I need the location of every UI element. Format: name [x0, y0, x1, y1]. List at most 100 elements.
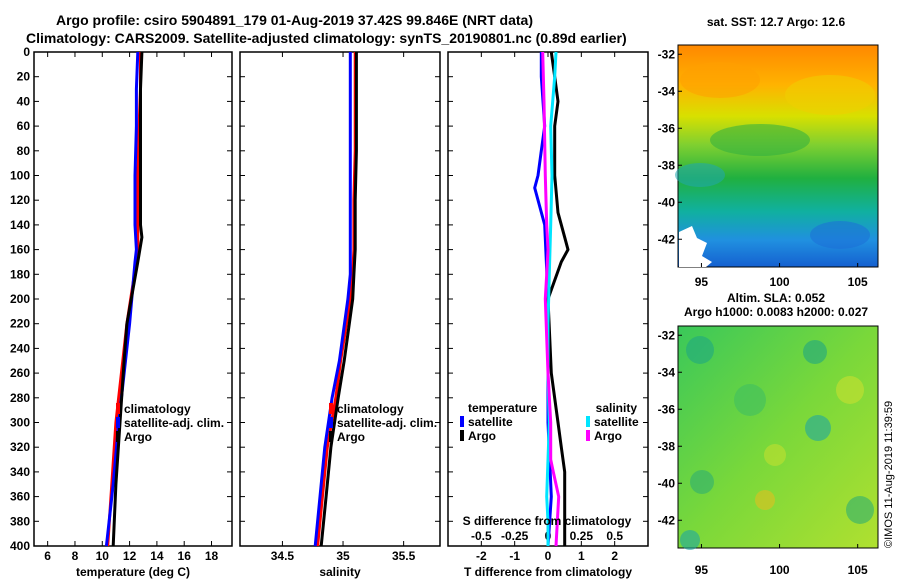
- sla_map-xtick-label: 105: [848, 563, 868, 577]
- salinity-legend-1-label: satellite-adj. clim.: [337, 416, 437, 430]
- salinity-line-satellite-adj-clim-: [313, 52, 352, 547]
- difference-legend-s-0-label: satellite: [594, 415, 639, 429]
- sla_map-ytick-label: -38: [658, 439, 676, 453]
- sst_map-ytick-label: -34: [658, 84, 676, 98]
- temperature-xtick-label: 14: [150, 549, 164, 563]
- depth-tick-label: 320: [10, 440, 30, 454]
- sla_map-ytick-label: -40: [658, 476, 676, 490]
- depth-tick-label: 280: [10, 391, 30, 405]
- difference-xtick-label: -1: [509, 549, 520, 563]
- salinity-panel: 34.5 35 35.5 salinity climatologysatellite-a…: [239, 51, 441, 579]
- temperature-xtick-label: 8: [72, 549, 79, 563]
- sla_map-ytick-label: -32: [658, 328, 676, 342]
- credit-text: ©IMOS 11-Aug-2019 11:39:59: [883, 401, 895, 548]
- sla_map-ytick-label: -34: [658, 365, 676, 379]
- temperature-xtick-label: 18: [205, 549, 219, 563]
- sst-land-mask: [679, 226, 712, 267]
- difference-legend-t-1-swatch: [460, 430, 464, 441]
- difference-xtick-label: 2: [611, 549, 618, 563]
- depth-tick-label: 160: [10, 243, 30, 257]
- difference-line-s-argo: [541, 51, 561, 547]
- temperature-legend-0-label: climatology: [124, 402, 191, 416]
- sst_map-xtick-label: 105: [848, 275, 868, 289]
- temperature-xtick-label: 16: [178, 549, 192, 563]
- salinity-frame: [239, 51, 441, 547]
- sla-map-panel: Altim. SLA: 0.052 Argo h1000: 0.0083 h20…: [658, 291, 879, 577]
- sst-map-title: sat. SST: 12.7 Argo: 12.6: [707, 15, 846, 29]
- sst_map-ytick-label: -36: [658, 121, 676, 135]
- depth-tick-label: 360: [10, 490, 30, 504]
- temperature-xtick-label: 12: [123, 549, 137, 563]
- salinity-xtick-label: 35.5: [392, 549, 416, 563]
- salinity-xtick-label: 35: [336, 549, 350, 563]
- difference-legend-t-0-label: satellite: [468, 415, 513, 429]
- temperature-xlabel: temperature (deg C): [76, 565, 190, 579]
- salinity-xlabel: salinity: [319, 565, 361, 579]
- sla_map-ytick-label: -36: [658, 402, 676, 416]
- salinity-legend-0-label: climatology: [337, 402, 404, 416]
- difference-legend-t-heading: temperature: [468, 401, 538, 415]
- salinity-xtick-label: 34.5: [271, 549, 295, 563]
- depth-tick-label: 340: [10, 465, 30, 479]
- sla-map-title-1: Altim. SLA: 0.052: [727, 291, 825, 305]
- depth-tick-label: 0: [23, 45, 30, 59]
- figure-subtitle: Climatology: CARS2009. Satellite-adjuste…: [26, 30, 627, 46]
- depth-tick-label: 140: [10, 218, 30, 232]
- temperature-legend-1-label: satellite-adj. clim.: [124, 416, 224, 430]
- depth-tick-label: 260: [10, 366, 30, 380]
- figure-title: Argo profile: csiro 5904891_179 01-Aug-2…: [56, 12, 533, 28]
- difference-legend-t-1-label: Argo: [468, 429, 496, 443]
- depth-tick-label: 20: [17, 70, 31, 84]
- sla_map-xtick-label: 100: [770, 563, 790, 577]
- depth-tick-label: 100: [10, 169, 30, 183]
- temperature-legend-0-swatch: [116, 403, 120, 414]
- difference-legend-t-0-swatch: [460, 416, 464, 427]
- sla_map-ytick-label: -42: [658, 513, 676, 527]
- difference-line-t-argo: [546, 51, 570, 546]
- depth-tick-label: 400: [10, 539, 30, 553]
- depth-tick-label: 80: [17, 144, 31, 158]
- sst-map-panel: sat. SST: 12.7 Argo: 12.6 95 100 105 -32 -34…: [658, 15, 879, 289]
- sst_map-ytick-label: -38: [658, 158, 676, 172]
- temperature-xtick-label: 6: [44, 549, 51, 563]
- difference-s-xlabel: S difference from climatology: [463, 514, 632, 528]
- temperature-legend-2-swatch: [116, 431, 120, 442]
- difference-s-tick-label: -0.25: [501, 529, 529, 543]
- difference-legend-s-1-label: Argo: [594, 429, 622, 443]
- sst_map-xtick-label: 95: [695, 275, 709, 289]
- depth-tick-label: 300: [10, 416, 30, 430]
- depth-tick-label: 40: [17, 94, 31, 108]
- sst_map-ytick-label: -32: [658, 47, 676, 61]
- depth-tick-label: 60: [17, 119, 31, 133]
- salinity-legend-0-swatch: [329, 403, 333, 414]
- salinity-legend-2-label: Argo: [337, 430, 365, 444]
- salinity-legend-1-swatch: [329, 417, 333, 428]
- sla-map-patches: [680, 336, 874, 550]
- temperature-xtick-label: 10: [96, 549, 110, 563]
- difference-legend-s-heading: salinity: [596, 401, 638, 415]
- difference-xlabel: T difference from climatology: [464, 565, 632, 579]
- difference-line-s-satellite: [545, 51, 558, 546]
- difference-xtick-label: 0: [545, 549, 552, 563]
- depth-tick-label: 240: [10, 341, 30, 355]
- sla_map-xtick-label: 95: [695, 563, 709, 577]
- sst-map-patches: [675, 62, 875, 249]
- difference-panel: -2 -1 0 1 2-0.5 -0.25 0 0.25 0.5T difference fro…: [447, 51, 649, 579]
- difference-legend-s-1-swatch: [586, 430, 590, 441]
- difference-s-tick-label: 0.5: [606, 529, 623, 543]
- sla-map-title-2: Argo h1000: 0.0083 h2000: 0.027: [684, 305, 868, 319]
- depth-tick-label: 220: [10, 317, 30, 331]
- difference-xtick-label: -2: [476, 549, 487, 563]
- sst_map-xtick-label: 100: [770, 275, 790, 289]
- temperature-line-satellite-adj-clim-: [104, 51, 140, 547]
- temperature-legend-2-label: Argo: [124, 430, 152, 444]
- depth-tick-label: 120: [10, 193, 30, 207]
- temperature-legend-1-swatch: [116, 417, 120, 428]
- sla-map-image: [677, 325, 879, 549]
- salinity-legend-2-swatch: [329, 431, 333, 442]
- difference-s-tick-label: -0.5: [471, 529, 492, 543]
- depth-tick-label: 180: [10, 267, 30, 281]
- sst_map-ytick-label: -42: [658, 232, 676, 246]
- difference-legend-s-0-swatch: [586, 416, 590, 427]
